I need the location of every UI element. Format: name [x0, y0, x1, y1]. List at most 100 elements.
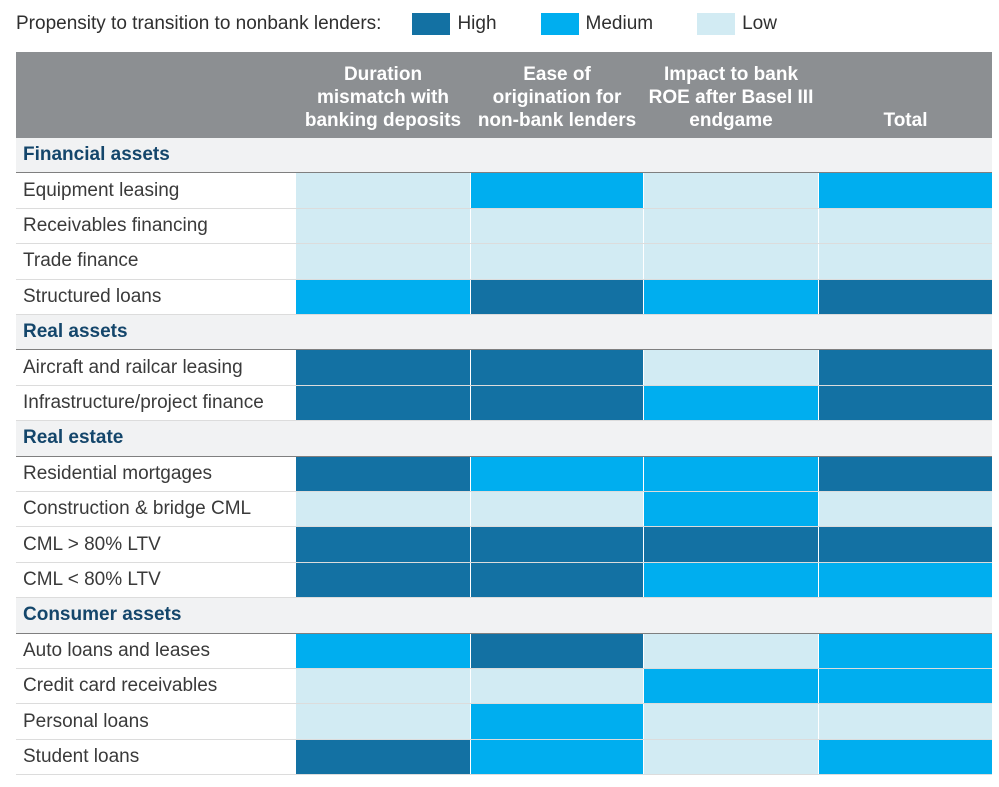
- table-row: Residential mortgages: [16, 456, 992, 492]
- heat-cell-high: [296, 350, 470, 385]
- heat-cell-high: [471, 350, 643, 385]
- heat-cell-low: [471, 208, 643, 244]
- row-cells: [296, 633, 992, 668]
- heat-cell-medium: [819, 633, 992, 668]
- legend-swatch-medium: [540, 13, 579, 35]
- section-row: Consumer assets: [16, 598, 992, 634]
- legend-title: Propensity to transition to nonbank lend…: [16, 13, 382, 34]
- table-row: Structured loans: [16, 279, 992, 315]
- heat-cell-medium: [819, 562, 992, 598]
- row-label: Structured loans: [23, 285, 162, 307]
- heat-cell-high: [296, 527, 470, 562]
- row-cells: [296, 739, 992, 775]
- row-cells: [296, 562, 992, 598]
- heat-cell-medium: [644, 562, 818, 598]
- heat-cell-low: [644, 208, 818, 244]
- heat-cell-medium: [644, 279, 818, 314]
- heat-cell-low: [644, 739, 818, 775]
- section-title: Real assets: [23, 321, 128, 343]
- section-title: Consumer assets: [23, 604, 182, 626]
- heat-cell-high: [471, 633, 643, 668]
- row-label: Credit card receivables: [23, 675, 218, 697]
- legend-swatch-high: [412, 13, 451, 35]
- column-header-line: origination for: [492, 87, 622, 108]
- row-cells: [296, 492, 992, 527]
- row-label: Student loans: [23, 745, 140, 767]
- heat-cell-high: [819, 527, 992, 562]
- column-header-line: mismatch with: [317, 87, 449, 108]
- heat-cell-medium: [296, 633, 470, 668]
- heat-cell-low: [296, 173, 470, 208]
- row-cells: [296, 279, 992, 314]
- row-label: Receivables financing: [23, 214, 208, 236]
- row-label: CML > 80% LTV: [23, 533, 161, 555]
- heat-cell-low: [296, 208, 470, 244]
- heat-cell-medium: [471, 456, 643, 491]
- heat-cell-medium: [644, 456, 818, 491]
- legend: Propensity to transition to nonbank lend…: [16, 11, 821, 37]
- row-label: Auto loans and leases: [23, 639, 210, 661]
- legend-swatch-low: [697, 13, 736, 35]
- row-label: Personal loans: [23, 710, 149, 732]
- row-cells: [296, 527, 992, 562]
- row-label: Trade finance: [23, 250, 139, 272]
- heat-cell-low: [644, 173, 818, 208]
- heat-cell-low: [644, 350, 818, 385]
- row-cells: [296, 173, 992, 208]
- heat-cell-high: [819, 279, 992, 314]
- row-cells: [296, 669, 992, 704]
- legend-item-medium: Medium: [540, 13, 653, 35]
- column-header: Duration mismatch with banking deposits: [296, 63, 470, 132]
- heat-cell-low: [471, 669, 643, 704]
- heat-cell-high: [471, 527, 643, 562]
- heat-cell-high: [471, 279, 643, 314]
- row-cells: [296, 244, 992, 279]
- column-header: Impact to bank ROE after Basel III endgame: [644, 63, 818, 132]
- heat-cell-high: [819, 350, 992, 385]
- table-row: CML < 80% LTV: [16, 562, 992, 599]
- row-label: Aircraft and railcar leasing: [23, 356, 243, 378]
- row-label: Residential mortgages: [23, 462, 213, 484]
- legend-item-low: Low: [697, 13, 777, 35]
- column-header-line: banking deposits: [304, 110, 462, 131]
- heat-cell-high: [296, 385, 470, 421]
- section-title: Real estate: [23, 427, 124, 449]
- section-row: Real assets: [16, 315, 992, 351]
- column-header-line: Ease of: [523, 64, 591, 85]
- heat-cell-medium: [296, 279, 470, 314]
- column-header-line: Duration: [343, 64, 423, 85]
- heat-cell-high: [296, 456, 470, 491]
- row-label: Infrastructure/project finance: [23, 391, 264, 413]
- table-row: Auto loans and leases: [16, 633, 992, 669]
- row-cells: [296, 385, 992, 421]
- row-cells: [296, 208, 992, 244]
- heat-cell-low: [471, 492, 643, 527]
- legend-item-high: High: [412, 13, 497, 35]
- table-row: Personal loans: [16, 704, 992, 740]
- heat-cell-low: [471, 244, 643, 279]
- table-row: Aircraft and railcar leasing: [16, 350, 992, 386]
- heat-cell-low: [296, 244, 470, 279]
- row-cells: [296, 456, 992, 491]
- row-label: Construction & bridge CML: [23, 498, 252, 520]
- column-header-line: non-bank lenders: [477, 110, 637, 131]
- heat-cell-high: [644, 527, 818, 562]
- table-row: Credit card receivables: [16, 669, 992, 705]
- row-cells: [296, 704, 992, 739]
- heat-cell-low: [819, 492, 992, 527]
- table-row: Construction & bridge CML: [16, 492, 992, 528]
- section-row: Financial assets: [16, 138, 992, 174]
- heat-cell-medium: [644, 669, 818, 704]
- heat-cell-high: [819, 456, 992, 491]
- heat-cell-medium: [471, 173, 643, 208]
- row-label: CML < 80% LTV: [23, 568, 161, 590]
- table-row: Equipment leasing: [16, 173, 992, 209]
- heat-cell-high: [296, 562, 470, 598]
- heat-cell-medium: [644, 492, 818, 527]
- heat-cell-medium: [471, 704, 643, 739]
- heat-cell-medium: [819, 739, 992, 775]
- heat-cell-low: [644, 244, 818, 279]
- column-header: Ease of origination for non-bank lenders: [471, 63, 643, 132]
- table-row: Receivables financing: [16, 208, 992, 245]
- column-header-line: Impact to bank: [663, 64, 799, 85]
